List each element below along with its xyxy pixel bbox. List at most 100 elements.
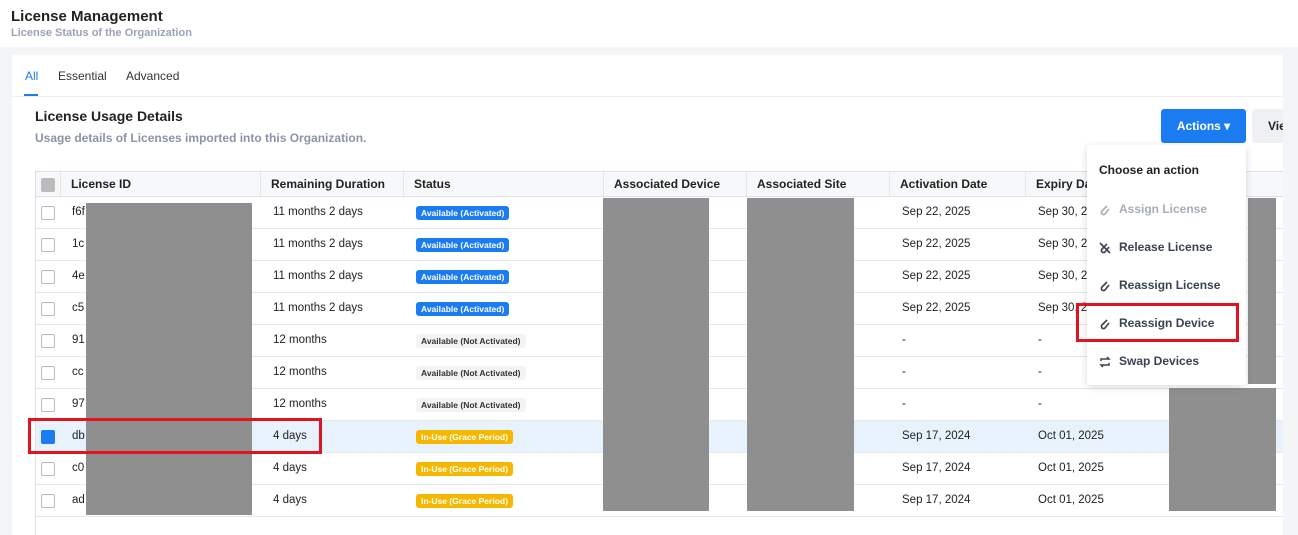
icon bbox=[1099, 242, 1111, 254]
expiry-date: Oct 01, 2025 bbox=[1038, 430, 1104, 442]
status-badge: Available (Not Activated) bbox=[416, 398, 526, 412]
menu-item-label: Reassign Device bbox=[1119, 316, 1215, 330]
button-label: Actions bbox=[1176, 119, 1221, 133]
expiry-date: - bbox=[1038, 398, 1042, 410]
menu-title: Choose an action bbox=[1099, 163, 1200, 177]
activation-date: Sep 17, 2024 bbox=[902, 494, 971, 506]
row-checkbox[interactable] bbox=[41, 430, 55, 444]
status-badge: Available (Not Activated) bbox=[416, 334, 526, 348]
row-checkbox[interactable] bbox=[41, 238, 55, 252]
redaction bbox=[1248, 198, 1276, 384]
menu-item-label: Swap Devices bbox=[1119, 354, 1200, 368]
activation-date: Sep 17, 2024 bbox=[902, 462, 971, 474]
activation-date: - bbox=[902, 334, 906, 346]
menu-item[interactable]: Reassign Device bbox=[1099, 316, 1214, 330]
license-id: 4e bbox=[72, 270, 85, 282]
remaining-duration: 11 months 2 days bbox=[273, 238, 363, 250]
column-header[interactable]: Associated Site bbox=[747, 172, 890, 197]
expiry-date: - bbox=[1038, 366, 1042, 378]
menu-item-label: Reassign License bbox=[1119, 278, 1221, 292]
license-id: cc bbox=[72, 366, 84, 378]
remaining-duration: 11 months 2 days bbox=[273, 206, 363, 218]
status-badge: Available (Activated) bbox=[416, 302, 510, 316]
activation-date: Sep 22, 2025 bbox=[902, 270, 971, 282]
menu-item[interactable]: Release License bbox=[1099, 240, 1212, 254]
column-header[interactable]: License ID bbox=[61, 172, 261, 197]
remaining-duration: 12 months bbox=[273, 334, 327, 346]
status-badge: Available (Activated) bbox=[416, 270, 510, 284]
menu-item[interactable]: Swap Devices bbox=[1099, 354, 1199, 368]
row-checkbox[interactable] bbox=[41, 270, 55, 284]
activation-date: - bbox=[902, 366, 906, 378]
section-title: License Usage Details bbox=[35, 108, 183, 124]
activation-date: - bbox=[902, 398, 906, 410]
activation-date: Sep 17, 2024 bbox=[902, 430, 971, 442]
status-badge: In-Use (Grace Period) bbox=[416, 462, 513, 476]
license-id: 97 bbox=[72, 398, 85, 410]
remaining-duration: 11 months 2 days bbox=[273, 270, 363, 282]
icon bbox=[1100, 281, 1110, 292]
remaining-duration: 4 days bbox=[273, 430, 307, 442]
row-checkbox[interactable] bbox=[41, 398, 55, 412]
remaining-duration: 12 months bbox=[273, 366, 327, 378]
status-badge: In-Use (Grace Period) bbox=[416, 494, 513, 508]
row-checkbox[interactable] bbox=[41, 206, 55, 220]
tab-indicator bbox=[24, 94, 38, 96]
license-id: 91 bbox=[72, 334, 85, 346]
divider bbox=[12, 96, 1283, 97]
menu-item[interactable]: Assign License bbox=[1099, 202, 1207, 216]
menu-item[interactable]: Reassign License bbox=[1099, 278, 1220, 292]
actions-button[interactable]: Actions ▾ bbox=[1161, 109, 1246, 143]
license-id: c5 bbox=[72, 302, 85, 314]
tab[interactable]: All bbox=[25, 69, 39, 83]
remaining-duration: 12 months bbox=[273, 398, 327, 410]
page-subtitle: License Status of the Organization bbox=[11, 27, 192, 39]
tab[interactable]: Advanced bbox=[126, 69, 180, 83]
status-badge: Available (Activated) bbox=[416, 206, 510, 220]
row-checkbox[interactable] bbox=[41, 366, 55, 380]
expiry-date: Oct 01, 2025 bbox=[1038, 462, 1104, 474]
status-badge: Available (Not Activated) bbox=[416, 366, 526, 380]
activation-date: Sep 22, 2025 bbox=[902, 238, 971, 250]
activation-date: Sep 22, 2025 bbox=[902, 206, 971, 218]
redaction bbox=[86, 203, 252, 515]
icon bbox=[1100, 319, 1110, 330]
license-id: db bbox=[72, 430, 85, 442]
view-button[interactable]: View bbox=[1252, 109, 1283, 143]
license-id: f6f bbox=[72, 206, 85, 218]
remaining-duration: 4 days bbox=[273, 494, 307, 506]
license-id: ad bbox=[72, 494, 85, 506]
license-id: c0 bbox=[72, 462, 85, 474]
column-header[interactable]: Status bbox=[404, 172, 604, 197]
column-header[interactable]: Activation Date bbox=[890, 172, 1026, 197]
menu-item-label: Release License bbox=[1119, 240, 1213, 254]
highlight-box bbox=[1076, 303, 1239, 342]
highlight-box bbox=[28, 418, 322, 454]
row-checkbox[interactable] bbox=[41, 494, 55, 508]
column-header[interactable]: Remaining Duration bbox=[261, 172, 404, 197]
page-title: License Management bbox=[11, 8, 163, 25]
select-all[interactable] bbox=[41, 178, 55, 192]
action-menu: Choose an action Assign License Release … bbox=[1087, 145, 1246, 385]
row-checkbox[interactable] bbox=[41, 462, 55, 476]
remaining-duration: 4 days bbox=[273, 462, 307, 474]
redaction bbox=[1169, 388, 1276, 511]
expiry-date: - bbox=[1038, 334, 1042, 346]
icon bbox=[1099, 356, 1111, 368]
tab[interactable]: Essential bbox=[58, 69, 107, 83]
menu-item-label: Assign License bbox=[1119, 202, 1208, 216]
row-checkbox[interactable] bbox=[41, 334, 55, 348]
row-checkbox[interactable] bbox=[41, 302, 55, 316]
column-header[interactable]: Associated Device bbox=[604, 172, 747, 197]
remaining-duration: 11 months 2 days bbox=[273, 302, 363, 314]
section-subtitle: Usage details of Licenses imported into … bbox=[35, 131, 367, 145]
activation-date: Sep 22, 2025 bbox=[902, 302, 971, 314]
status-badge: Available (Activated) bbox=[416, 238, 510, 252]
redaction bbox=[603, 198, 709, 511]
redaction bbox=[747, 198, 854, 511]
expiry-date: Oct 01, 2025 bbox=[1038, 494, 1104, 506]
icon bbox=[1100, 205, 1110, 216]
license-id: 1c bbox=[72, 238, 85, 250]
status-badge: In-Use (Grace Period) bbox=[416, 430, 513, 444]
